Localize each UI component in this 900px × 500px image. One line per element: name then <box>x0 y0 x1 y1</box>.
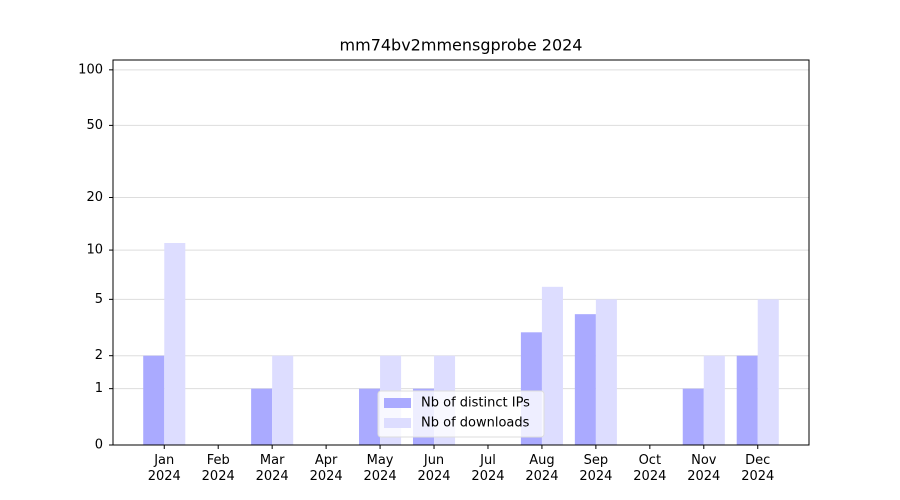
y-tick-label: 50 <box>86 118 103 133</box>
legend-swatch <box>384 418 411 428</box>
bar <box>164 243 186 445</box>
bar <box>736 355 758 445</box>
y-tick-label: 5 <box>95 292 103 307</box>
bar <box>272 355 294 445</box>
x-tick-label: Oct 2024 <box>633 453 667 484</box>
y-tick-label: 100 <box>78 62 103 77</box>
x-tick-label: Jan 2024 <box>147 453 181 484</box>
x-tick-label: Nov 2024 <box>687 453 721 484</box>
bar <box>359 388 381 445</box>
y-tick-label: 20 <box>86 190 103 205</box>
x-tick-label: Feb 2024 <box>201 453 235 484</box>
x-tick-label: Aug 2024 <box>525 453 559 484</box>
y-tick-label: 2 <box>95 348 103 363</box>
bar <box>574 314 596 445</box>
y-tick-label: 0 <box>95 438 103 453</box>
y-tick-label: 1 <box>95 381 103 396</box>
bar <box>595 299 617 445</box>
x-tick-label: May 2024 <box>363 453 397 484</box>
y-tick-label: 10 <box>86 243 103 258</box>
legend-label: Nb of distinct IPs <box>421 396 530 411</box>
legend-swatch <box>384 398 411 408</box>
chart-title: mm74bv2mmensgprobe 2024 <box>340 36 583 55</box>
x-tick-label: Sep 2024 <box>579 453 613 484</box>
bar <box>541 286 563 445</box>
bar <box>143 355 165 445</box>
bar <box>757 299 779 445</box>
plot-frame <box>112 59 810 446</box>
bar <box>703 355 725 445</box>
bar <box>682 388 704 445</box>
x-tick-label: Jul 2024 <box>471 453 505 484</box>
legend-label: Nb of downloads <box>421 416 530 431</box>
x-tick-label: Dec 2024 <box>741 453 775 484</box>
legend-box <box>377 390 545 438</box>
x-tick-label: Apr 2024 <box>309 453 343 484</box>
legend: Nb of distinct IPs Nb of downloads <box>377 390 545 438</box>
bar <box>251 388 273 445</box>
x-tick-label: Mar 2024 <box>255 453 289 484</box>
x-tick-label: Jun 2024 <box>417 453 451 484</box>
